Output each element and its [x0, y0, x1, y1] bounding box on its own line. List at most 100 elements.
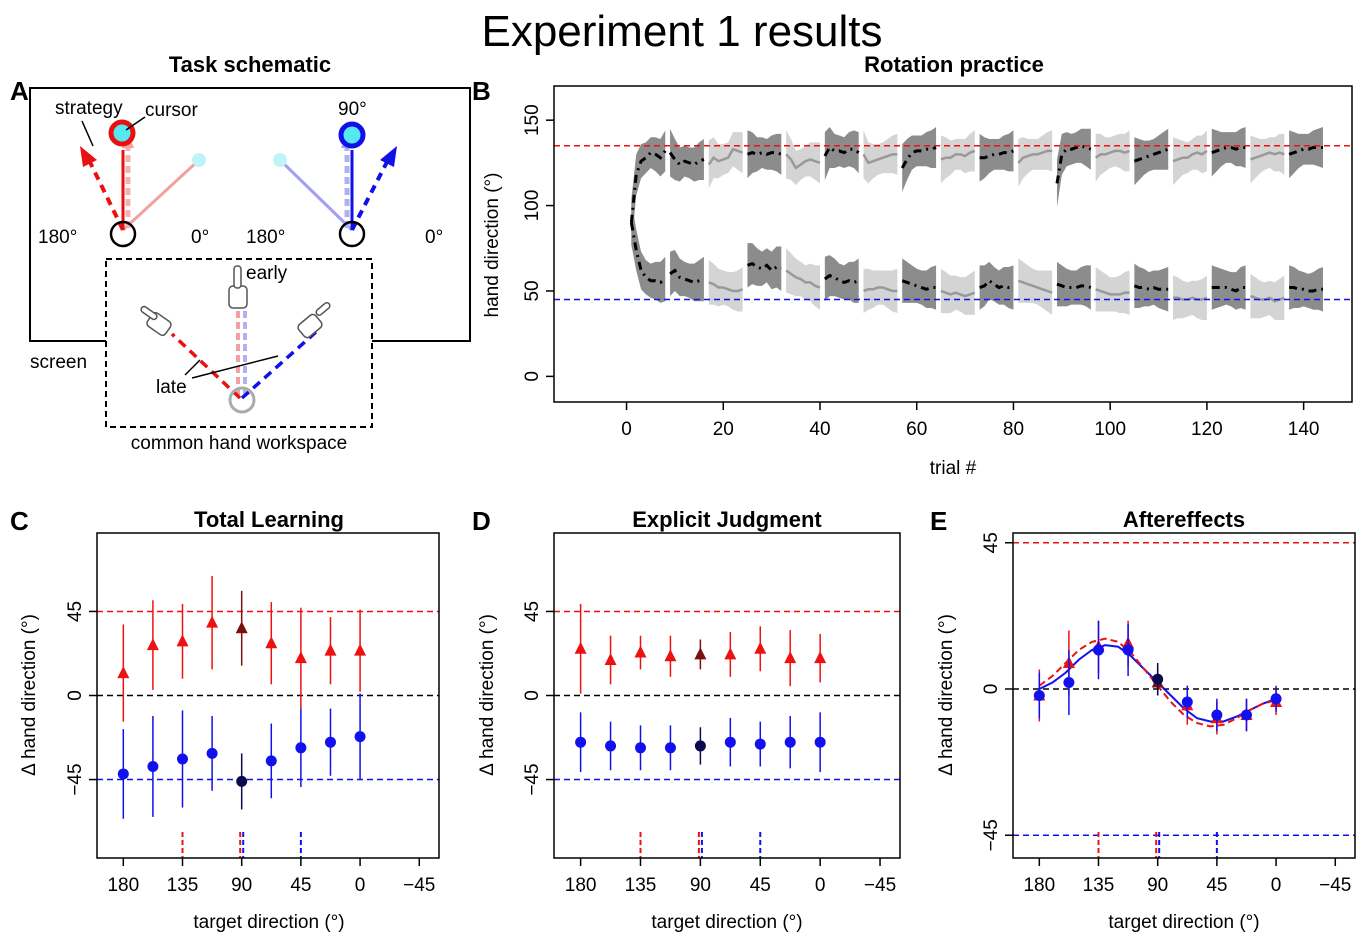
- x-tick-label-90: 90: [690, 875, 711, 896]
- band-block-7-series-1: [902, 258, 937, 310]
- series-line-block-10-series-1: [1017, 279, 1053, 294]
- x-tick-label-40: 40: [809, 419, 830, 440]
- label-early: early: [246, 263, 288, 284]
- panel-b-xlabel: trial #: [930, 458, 977, 479]
- band-block-12-series-1: [1095, 267, 1130, 315]
- x-tick-label-90: 90: [231, 875, 252, 896]
- series-line-block-7-series-1: [901, 279, 937, 291]
- marker-red-7: [784, 651, 797, 664]
- panel-c: C Total Learning 180 135 90 45 0 −45 45 0 −45 ta…: [10, 506, 440, 933]
- marker-blue-1: [1063, 677, 1075, 688]
- band-block-3-series-0: [747, 130, 782, 179]
- series-line-block-4-series-1: [785, 269, 821, 289]
- marker-red-5: [724, 647, 737, 660]
- marker-red-4: [694, 647, 707, 660]
- marker-red-2: [176, 634, 189, 647]
- marker-blue-5: [724, 736, 736, 748]
- marker-blue-7: [324, 736, 336, 748]
- marker-blue-1: [605, 740, 617, 752]
- screen-label: screen: [30, 352, 87, 373]
- band-block-0-series-1: [631, 200, 666, 303]
- panel-b-axes: 0 20 40 60 80 100 120 140 0 50 100 150: [522, 104, 1319, 440]
- panel-d-plot: 180 135 90 45 0 −45 45 0 −45: [522, 532, 901, 896]
- label-0-left: 0°: [191, 227, 209, 248]
- screen-outline: [29, 87, 471, 342]
- hand-start-circle: [228, 386, 256, 414]
- x-tick-label-80: 80: [1003, 419, 1024, 440]
- marker-blue-1: [147, 760, 159, 772]
- hand-late-blue: [240, 330, 318, 400]
- start-circle-right: [338, 220, 366, 248]
- hand-late-red: [170, 332, 242, 400]
- series-line-block-17-series-0: [1288, 145, 1323, 156]
- marker-red-7: [324, 643, 337, 656]
- panel-b-letter: B: [472, 76, 491, 106]
- x-tick-label-180: 180: [565, 875, 597, 896]
- x-tick-label-90: 90: [1147, 875, 1168, 896]
- panel-c-title: Total Learning: [194, 507, 344, 532]
- blue-strategy-arrowhead: [380, 146, 397, 167]
- band-block-3-series-1: [747, 243, 782, 291]
- band-block-17-series-0: [1289, 126, 1323, 179]
- blue-faded-line: [278, 158, 354, 232]
- marker-blue-5: [265, 755, 277, 767]
- y-tick-label-50: 50: [522, 280, 543, 301]
- x-tick-label-45: 45: [290, 875, 311, 896]
- x-tick-label-100: 100: [1094, 419, 1126, 440]
- x-tick-label--45: −45: [1319, 875, 1351, 896]
- panel-b: B Rotation practice 0 20 40 60 80 100 120 140 0 5…: [472, 52, 1353, 479]
- series-line-block-9-series-1: [979, 278, 1014, 290]
- panel-d-letter: D: [472, 506, 491, 536]
- label-180-right: 180°: [246, 227, 285, 248]
- series-line-block-5-series-0: [823, 145, 860, 157]
- y-tick-label-150: 150: [522, 104, 543, 136]
- series-line-block-12-series-0: [1094, 149, 1130, 159]
- band-block-2-series-0: [708, 132, 743, 189]
- series-line-block-1-series-0: [668, 151, 705, 167]
- series-line-block-5-series-1: [823, 273, 860, 285]
- x-tick-label-135: 135: [167, 875, 199, 896]
- panel-c-ylabel: Δ hand direction (°): [19, 614, 40, 776]
- marker-blue-8: [354, 731, 366, 743]
- y-tick-label--45: −45: [65, 763, 86, 795]
- marker-blue-7: [1240, 709, 1252, 721]
- panel-e-title: Aftereffects: [1123, 507, 1245, 532]
- band-block-11-series-0: [1056, 128, 1091, 208]
- cursor-pointer: [125, 116, 146, 131]
- band-block-5-series-1: [824, 255, 859, 303]
- panel-d-title: Explicit Judgment: [632, 507, 822, 532]
- y-tick-label-0: 0: [522, 690, 543, 701]
- marker-red-8: [814, 651, 827, 664]
- series-line-block-3-series-1: [746, 261, 782, 273]
- marker-blue-8: [814, 736, 826, 748]
- series-line-block-1-series-1: [669, 268, 705, 285]
- panel-b-lines: [629, 144, 1323, 303]
- band-block-2-series-1: [708, 260, 743, 312]
- series-line-block-7-series-0: [900, 146, 937, 169]
- band-block-7-series-0: [902, 126, 937, 192]
- band-block-16-series-1: [1250, 273, 1285, 321]
- band-block-11-series-1: [1056, 261, 1091, 310]
- plot-frame: [1012, 532, 1356, 859]
- panel-e: E Aftereffects 180 135 90 45 0 −45 45 0 −45 targ…: [930, 506, 1356, 933]
- cursor-ring-blue: [338, 121, 366, 149]
- marker-blue-0: [1033, 690, 1045, 701]
- marker-red-3: [664, 649, 677, 662]
- panel-b-ylabel: hand direction (°): [482, 173, 503, 318]
- marker-blue-4: [1152, 673, 1164, 685]
- band-block-1-series-0: [670, 128, 704, 182]
- marker-red-6: [754, 641, 767, 654]
- series-line-block-3-series-0: [746, 151, 782, 156]
- marker-blue-6: [754, 738, 766, 750]
- y-tick-label--45: −45: [522, 763, 543, 795]
- marker-red-6: [294, 651, 307, 664]
- band-block-10-series-0: [1018, 130, 1053, 187]
- workspace-label: common hand workspace: [131, 433, 348, 454]
- workspace-box: [105, 258, 373, 428]
- x-tick-label-0: 0: [1271, 875, 1282, 896]
- series-line-block-13-series-1: [1133, 284, 1169, 291]
- panel-b-bands: [631, 126, 1323, 321]
- x-tick-label-0: 0: [621, 419, 632, 440]
- figure-title: Experiment 1 results: [481, 7, 882, 56]
- marker-red-4: [235, 621, 248, 634]
